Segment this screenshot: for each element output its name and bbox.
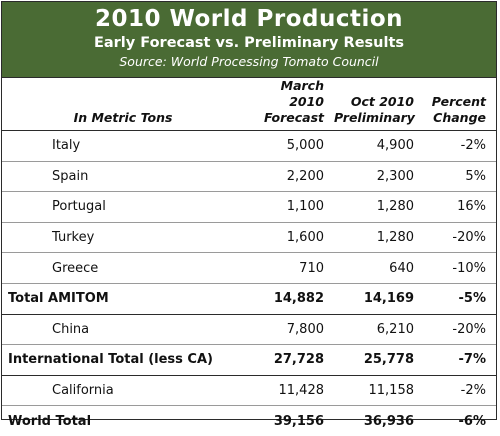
- header-forecast-line2: Forecast: [263, 110, 324, 125]
- row-label: California: [2, 375, 244, 407]
- row-forecast: 7,800: [244, 314, 334, 346]
- table-row-world-total: World Total 39,156 36,936 -6%: [2, 405, 496, 436]
- header-change-line1: Percent: [431, 94, 486, 109]
- table-row-international-total: International Total (less CA) 27,728 25,…: [2, 344, 496, 376]
- row-preliminary: 1,280: [334, 222, 424, 254]
- table-header-row: In Metric Tons March 2010 Forecast Oct 2…: [2, 78, 496, 131]
- header-label-column: In Metric Tons: [2, 78, 244, 131]
- row-change: -2%: [424, 130, 496, 162]
- source-note: Source: World Processing Tomato Council: [119, 54, 379, 69]
- row-label: Italy: [2, 130, 244, 162]
- row-label: Total AMITOM: [2, 282, 244, 315]
- row-forecast: 5,000: [244, 130, 334, 162]
- table-row-china: China 7,800 6,210 -20%: [2, 314, 496, 346]
- title-banner: 2010 World Production Early Forecast vs.…: [2, 2, 496, 78]
- row-change: -10%: [424, 252, 496, 284]
- page-title: 2010 World Production: [94, 6, 404, 32]
- row-label: International Total (less CA): [2, 344, 244, 376]
- table-row-italy: Italy 5,000 4,900 -2%: [2, 130, 496, 162]
- row-forecast: 27,728: [244, 344, 334, 376]
- row-forecast: 39,156: [244, 405, 334, 436]
- header-preliminary-line1: Oct 2010: [350, 94, 414, 109]
- row-preliminary: 25,778: [334, 344, 424, 376]
- row-label: Portugal: [2, 191, 244, 223]
- table-row-portugal: Portugal 1,100 1,280 16%: [2, 191, 496, 223]
- row-change: -20%: [424, 222, 496, 254]
- row-change: -7%: [424, 344, 496, 376]
- table-row-california: California 11,428 11,158 -2%: [2, 375, 496, 407]
- row-preliminary: 2,300: [334, 161, 424, 193]
- row-forecast: 2,200: [244, 161, 334, 193]
- header-change-line2: Change: [433, 110, 486, 125]
- row-forecast: 1,600: [244, 222, 334, 254]
- row-change: -5%: [424, 282, 496, 315]
- table-row-total-amitom: Total AMITOM 14,882 14,169 -5%: [2, 282, 496, 315]
- row-change: -2%: [424, 375, 496, 407]
- table-row-greece: Greece 710 640 -10%: [2, 252, 496, 284]
- row-forecast: 11,428: [244, 375, 334, 407]
- row-label: China: [2, 314, 244, 346]
- row-label: World Total: [2, 405, 244, 436]
- row-preliminary: 14,169: [334, 282, 424, 315]
- row-preliminary: 11,158: [334, 375, 424, 407]
- row-preliminary: 4,900: [334, 130, 424, 162]
- header-preliminary-column: Oct 2010 Preliminary: [334, 78, 424, 131]
- row-label: Turkey: [2, 222, 244, 254]
- page-subtitle: Early Forecast vs. Preliminary Results: [93, 35, 405, 51]
- row-label: Spain: [2, 161, 244, 193]
- header-forecast-line1: March 2010: [280, 78, 324, 109]
- table-row-spain: Spain 2,200 2,300 5%: [2, 161, 496, 193]
- row-change: 5%: [424, 161, 496, 193]
- header-change-column: Percent Change: [424, 78, 496, 131]
- row-change: 16%: [424, 191, 496, 223]
- row-forecast: 1,100: [244, 191, 334, 223]
- row-preliminary: 6,210: [334, 314, 424, 346]
- row-forecast: 14,882: [244, 282, 334, 315]
- row-preliminary: 1,280: [334, 191, 424, 223]
- row-preliminary: 36,936: [334, 405, 424, 436]
- header-forecast-column: March 2010 Forecast: [244, 78, 334, 131]
- production-table: In Metric Tons March 2010 Forecast Oct 2…: [2, 78, 496, 436]
- row-change: -6%: [424, 405, 496, 436]
- header-preliminary-line2: Preliminary: [334, 110, 415, 125]
- header-label-text: In Metric Tons: [73, 110, 173, 125]
- row-preliminary: 640: [334, 252, 424, 284]
- row-change: -20%: [424, 314, 496, 346]
- row-forecast: 710: [244, 252, 334, 284]
- table-row-turkey: Turkey 1,600 1,280 -20%: [2, 222, 496, 254]
- row-label: Greece: [2, 252, 244, 284]
